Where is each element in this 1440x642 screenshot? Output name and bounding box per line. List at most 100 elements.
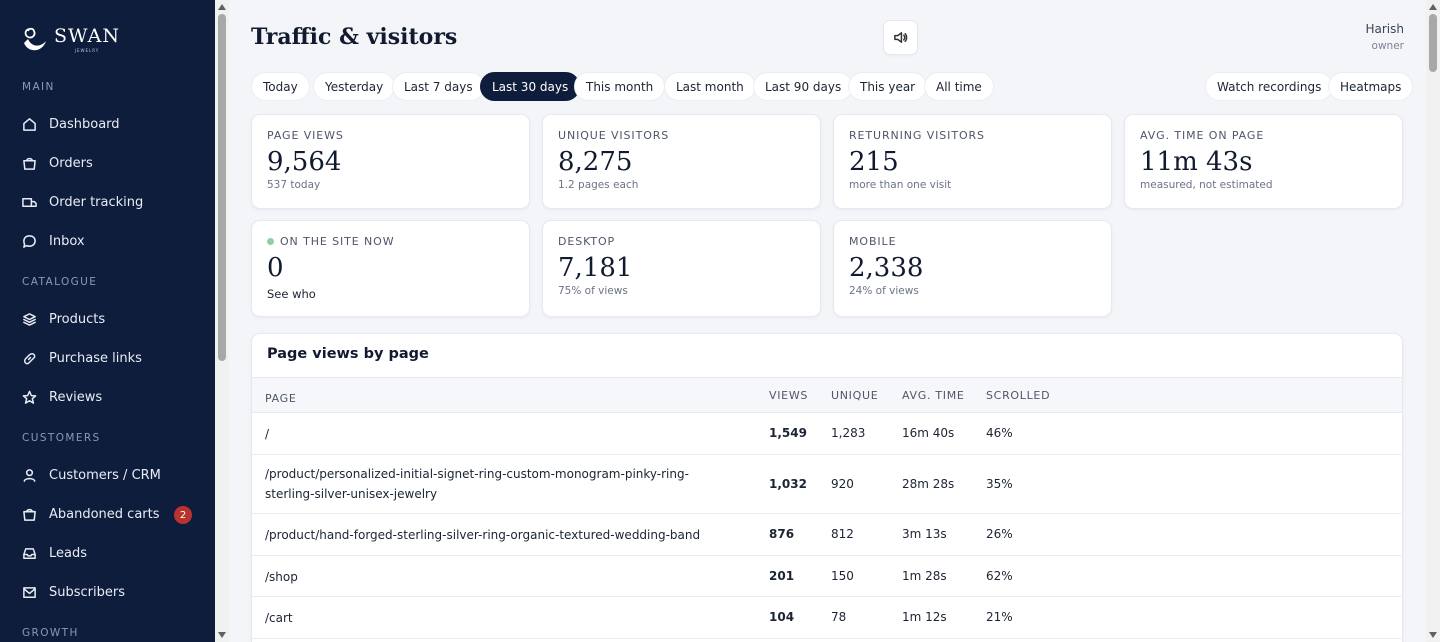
cell-views: 1,549 xyxy=(769,426,807,440)
sidebar-item-label: Reviews xyxy=(49,390,103,405)
cell-unique: 812 xyxy=(831,527,854,541)
stat-label-text: ON THE SITE NOW xyxy=(280,235,395,248)
cell-scrolled: 35% xyxy=(986,477,1013,491)
table-row[interactable]: /shop 201 150 1m 28s 62% xyxy=(252,556,1402,597)
stat-value: 7,181 xyxy=(558,253,633,283)
sidebar: SWAN JEWELRY MAIN Dashboard Orders Order… xyxy=(0,0,215,642)
star-icon xyxy=(22,390,37,404)
stat-sub: measured, not estimated xyxy=(1140,179,1273,191)
table-row[interactable]: / 1,549 1,283 16m 40s 46% xyxy=(252,413,1402,455)
stat-value: 215 xyxy=(849,147,899,177)
col-header-page[interactable]: PAGE xyxy=(265,392,297,405)
stat-label: MOBILE xyxy=(849,235,897,248)
nav-section-main: MAIN xyxy=(22,81,55,93)
watch-recordings-button[interactable]: Watch recordings xyxy=(1205,72,1334,101)
table-header: PAGE VIEWS UNIQUE AVG. TIME SCROLLED xyxy=(252,377,1402,413)
col-header-avg-time[interactable]: AVG. TIME xyxy=(902,389,965,402)
range-last-month[interactable]: Last month xyxy=(664,72,756,101)
brand-sub: JEWELRY xyxy=(74,48,100,53)
abandoned-carts-badge: 2 xyxy=(174,506,192,524)
stat-label: ON THE SITE NOW xyxy=(267,235,514,248)
sidebar-item-products[interactable]: Products xyxy=(0,300,215,339)
user-info[interactable]: Harish owner xyxy=(1365,22,1404,52)
see-who-link[interactable]: See who xyxy=(267,287,316,301)
stat-value: 11m 43s xyxy=(1140,147,1253,177)
sidebar-item-label: Orders xyxy=(49,156,93,171)
cell-avg-time: 16m 40s xyxy=(902,426,955,440)
col-header-unique[interactable]: UNIQUE xyxy=(831,389,879,402)
sidebar-item-leads[interactable]: Leads xyxy=(0,534,215,573)
user-name: Harish xyxy=(1365,22,1404,36)
scroll-up-arrow-icon[interactable] xyxy=(1429,4,1437,10)
sidebar-item-label: Purchase links xyxy=(49,351,142,366)
stat-sub: 75% of views xyxy=(558,285,628,297)
stat-value: 8,275 xyxy=(558,147,633,177)
stat-card-mobile: MOBILE 2,338 24% of views xyxy=(833,220,1112,317)
range-all-time[interactable]: All time xyxy=(924,72,994,101)
cell-unique: 78 xyxy=(831,610,847,624)
cell-unique: 150 xyxy=(831,569,854,583)
scrollbar-thumb[interactable] xyxy=(218,14,226,361)
nav-section-customers: CUSTOMERS xyxy=(22,432,101,444)
range-this-year[interactable]: This year xyxy=(848,72,928,101)
user-icon xyxy=(23,469,36,482)
sidebar-item-subscribers[interactable]: Subscribers xyxy=(0,573,215,612)
cell-page[interactable]: /shop xyxy=(265,570,298,584)
chat-icon xyxy=(23,235,36,248)
sidebar-item-dashboard[interactable]: Dashboard xyxy=(0,105,215,144)
sidebar-item-inbox[interactable]: Inbox xyxy=(0,222,215,261)
cart-icon xyxy=(23,508,36,521)
stat-sub: 537 today xyxy=(267,179,321,191)
range-yesterday[interactable]: Yesterday xyxy=(313,72,396,101)
stat-card-page-views: PAGE VIEWS 9,564 537 today xyxy=(251,114,530,209)
table-row[interactable]: /product/hand-forged-sterling-silver-rin… xyxy=(252,514,1402,556)
table-row[interactable]: /product/personalized-initial-signet-rin… xyxy=(252,455,1402,514)
stat-sub: more than one visit xyxy=(849,179,952,191)
inbox-icon xyxy=(23,548,36,559)
brand[interactable]: SWAN JEWELRY xyxy=(0,0,215,60)
swan-logo-icon xyxy=(24,27,46,51)
sidebar-item-customers-crm[interactable]: Customers / CRM xyxy=(0,456,215,495)
stat-card-unique-visitors: UNIQUE VISITORS 8,275 1.2 pages each xyxy=(542,114,821,209)
sound-toggle-button[interactable] xyxy=(883,20,918,55)
range-last-7-days[interactable]: Last 7 days xyxy=(392,72,485,101)
range-this-month[interactable]: This month xyxy=(574,72,666,101)
heatmaps-button[interactable]: Heatmaps xyxy=(1328,72,1414,101)
range-today[interactable]: Today xyxy=(251,72,310,101)
col-header-views[interactable]: VIEWS xyxy=(769,389,809,402)
stat-value: 0 xyxy=(267,253,284,283)
sidebar-item-label: Customers / CRM xyxy=(49,468,161,483)
sidebar-item-order-tracking[interactable]: Order tracking xyxy=(0,183,215,222)
bag-icon xyxy=(23,157,36,170)
page-scrollbar[interactable] xyxy=(1426,0,1440,642)
col-header-scrolled[interactable]: SCROLLED xyxy=(986,389,1051,402)
stat-label: PAGE VIEWS xyxy=(267,129,344,142)
cell-page[interactable]: /product/hand-forged-sterling-silver-rin… xyxy=(265,528,701,542)
cell-page[interactable]: / xyxy=(265,427,270,441)
home-icon xyxy=(23,118,36,131)
sidebar-item-label: Order tracking xyxy=(49,195,144,210)
sidebar-scrollbar[interactable] xyxy=(215,0,229,642)
speaker-icon xyxy=(894,32,908,43)
sidebar-item-abandoned-carts[interactable]: Abandoned carts 2 xyxy=(0,495,215,534)
scroll-up-arrow-icon[interactable] xyxy=(218,4,226,10)
stat-sub: 1.2 pages each xyxy=(558,179,639,191)
range-last-90-days[interactable]: Last 90 days xyxy=(753,72,854,101)
cell-scrolled: 26% xyxy=(986,527,1013,541)
cell-scrolled: 46% xyxy=(986,426,1013,440)
cell-page[interactable]: /product/personalized-initial-signet-rin… xyxy=(265,467,689,501)
stat-label: AVG. TIME ON PAGE xyxy=(1140,129,1265,142)
stat-sub: 24% of views xyxy=(849,285,919,297)
range-last-30-days[interactable]: Last 30 days xyxy=(480,72,581,101)
cell-views: 876 xyxy=(769,527,795,541)
nav-section-growth: GROWTH xyxy=(22,627,79,639)
sidebar-item-reviews[interactable]: Reviews xyxy=(0,378,215,417)
scrollbar-thumb[interactable] xyxy=(1429,14,1437,72)
cell-page[interactable]: /cart xyxy=(265,611,293,625)
sidebar-item-purchase-links[interactable]: Purchase links xyxy=(0,339,215,378)
scroll-down-arrow-icon[interactable] xyxy=(1429,632,1437,638)
table-row[interactable]: /cart 104 78 1m 12s 21% xyxy=(252,597,1402,639)
cell-views: 104 xyxy=(769,610,795,624)
sidebar-item-orders[interactable]: Orders xyxy=(0,144,215,183)
scroll-down-arrow-icon[interactable] xyxy=(218,632,226,638)
